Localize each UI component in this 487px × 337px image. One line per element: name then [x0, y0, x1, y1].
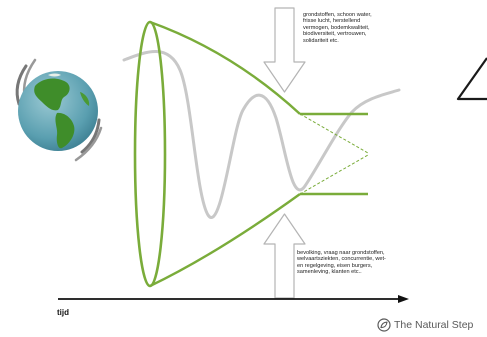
natural-step-logo-icon	[377, 318, 391, 332]
brand-name: The Natural Step	[394, 319, 474, 331]
earth-globe-icon	[15, 58, 103, 162]
wave-line	[122, 50, 401, 219]
arrow-up-icon	[263, 213, 306, 299]
triangle-icon	[456, 57, 487, 101]
resources-note: grondstoffen, schoon water, frisse lucht…	[303, 12, 372, 44]
time-axis-label: tijd	[57, 308, 69, 317]
time-axis	[58, 295, 409, 303]
funnel-shape	[133, 20, 369, 288]
arrow-down-icon	[263, 7, 306, 93]
pressures-note: bevolking, vraag naar grondstoffen, welv…	[297, 250, 386, 276]
brand: The Natural Step	[377, 318, 473, 332]
